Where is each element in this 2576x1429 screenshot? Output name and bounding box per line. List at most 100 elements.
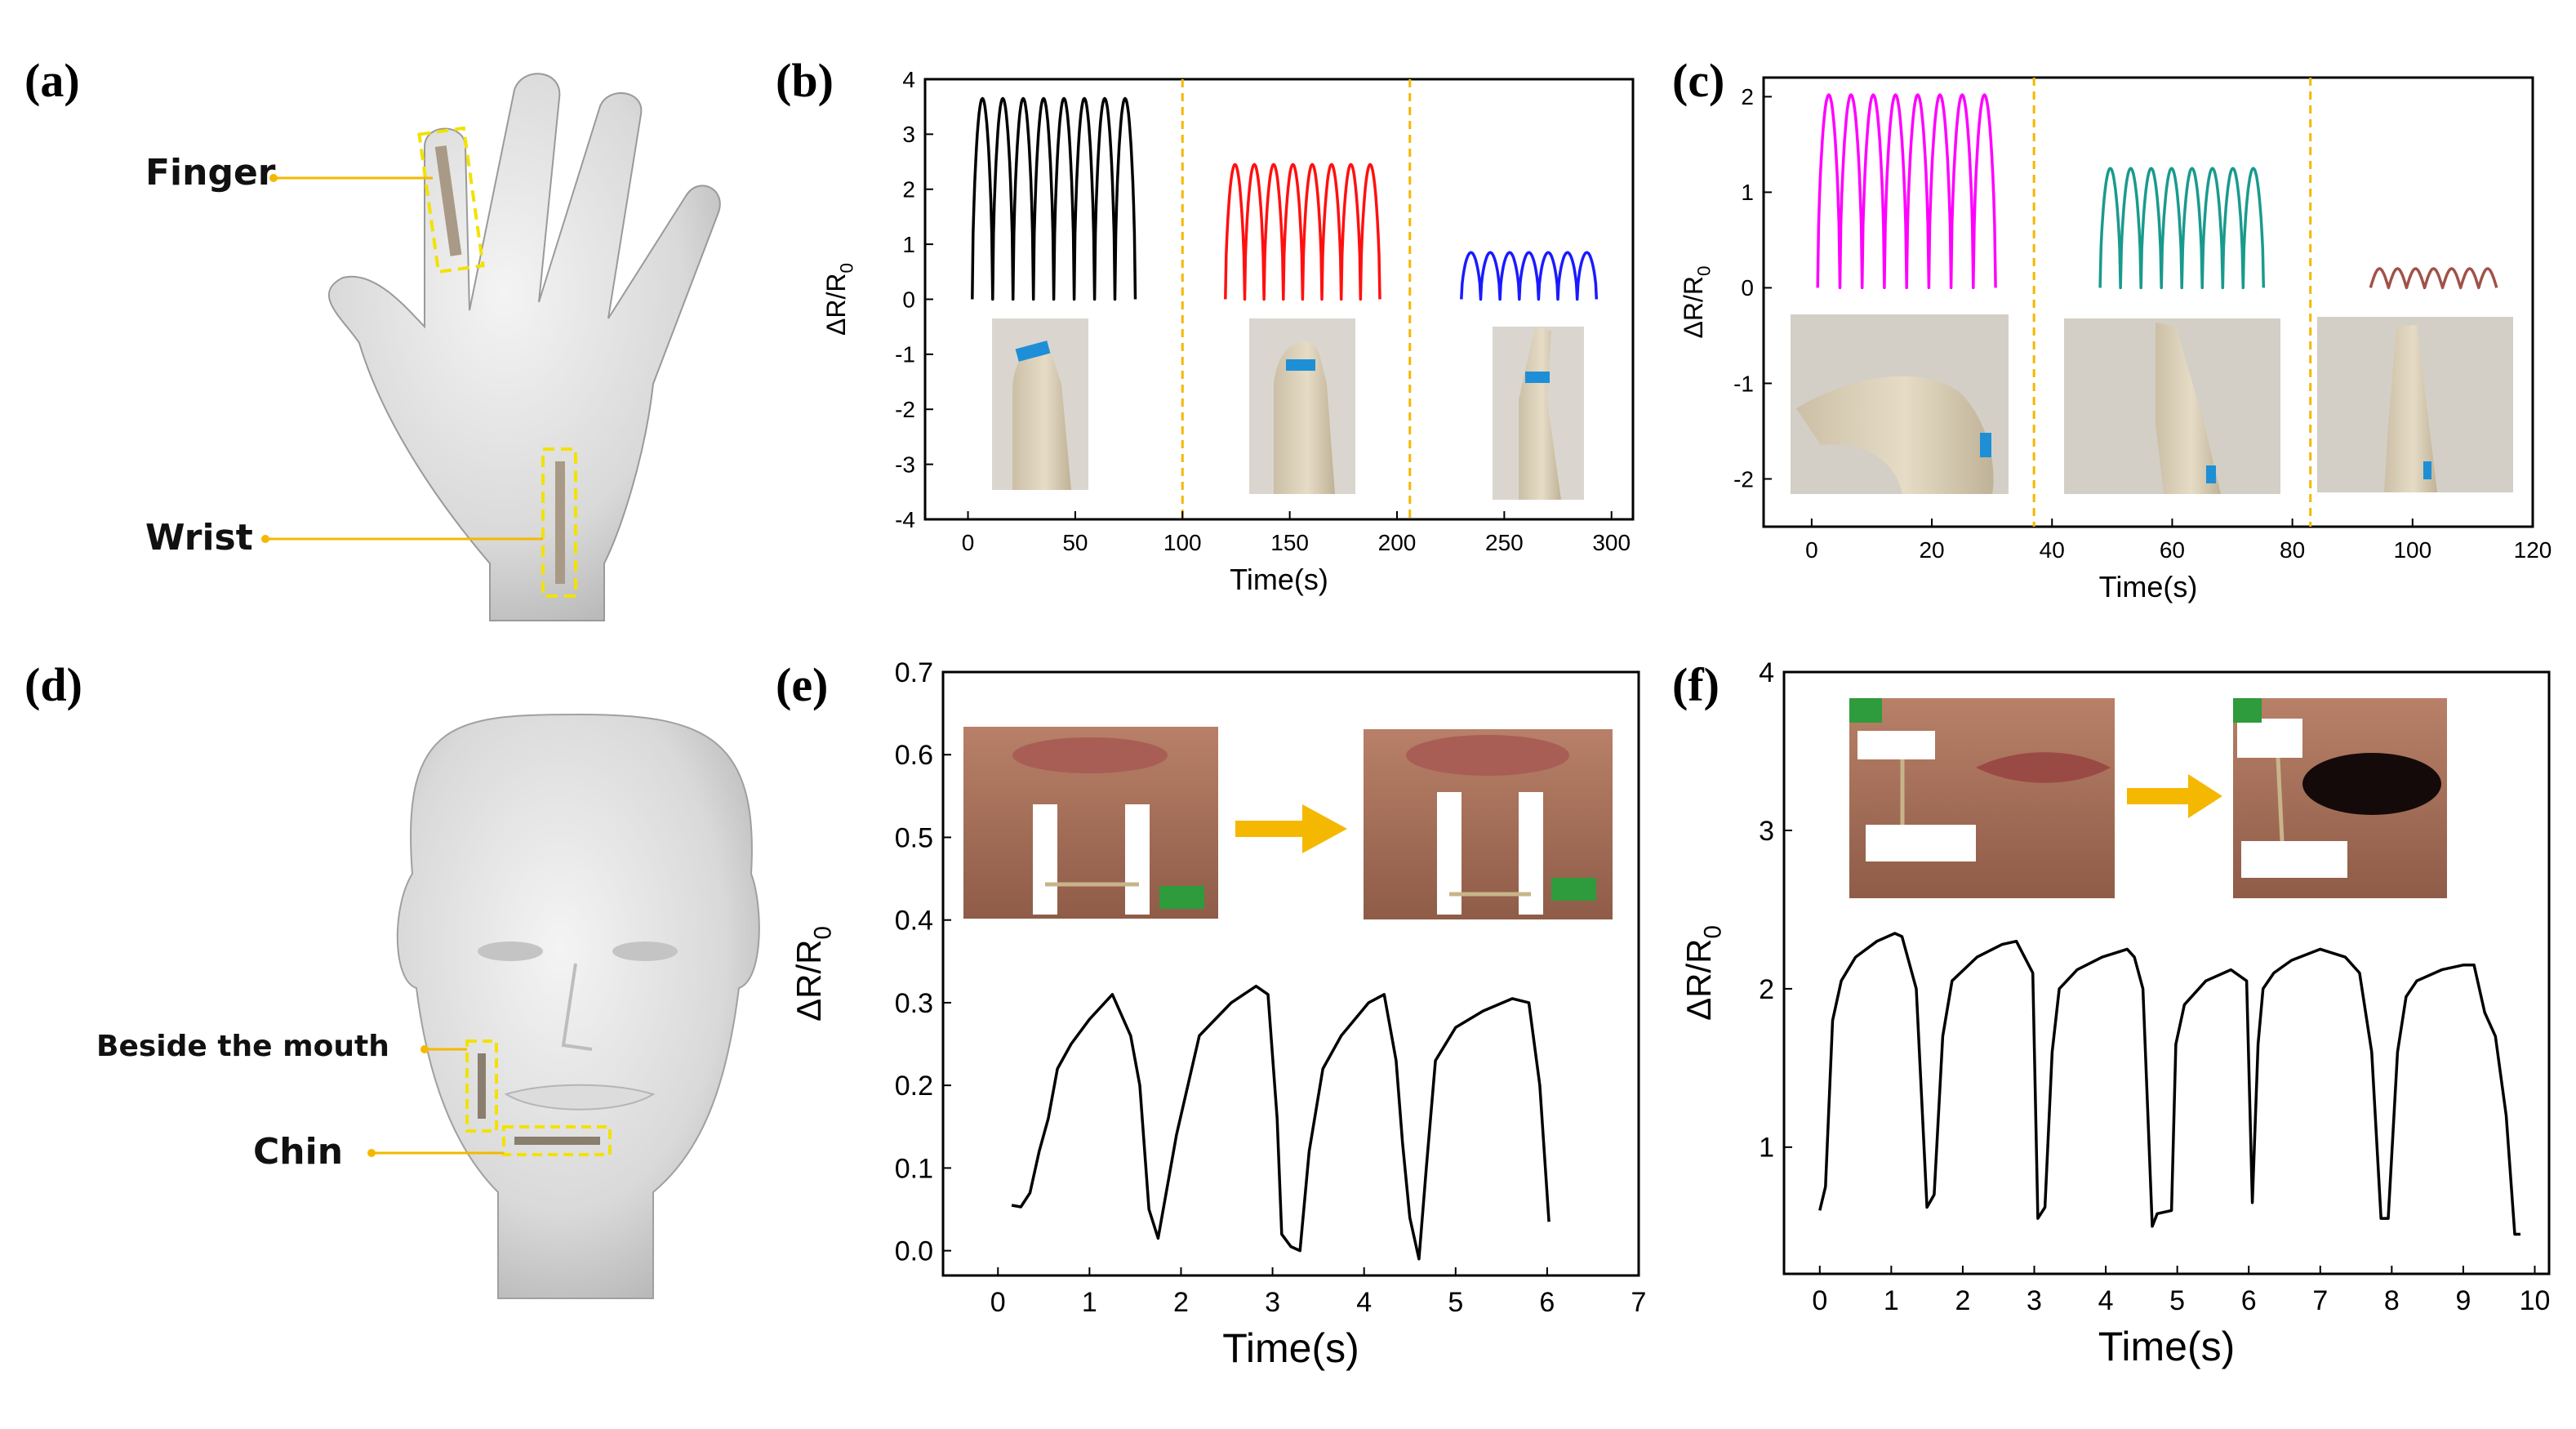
series-line-e-0 <box>1011 984 1550 1261</box>
x-tick-label-f-0: 0 <box>1812 1285 1827 1316</box>
x-tick-label-f-5: 5 <box>2169 1285 2185 1316</box>
x-tick-label-e-4: 4 <box>1356 1287 1372 1318</box>
y-tick-label-e-4: 0.4 <box>895 906 933 937</box>
chin-label: Chin <box>253 1131 343 1173</box>
inset-photo-c1 <box>1791 314 2009 494</box>
y-tick-label-b-6: 2 <box>902 177 915 203</box>
inset-photo-e1 <box>963 727 1218 919</box>
panel-label-f: (f) <box>1672 658 1720 711</box>
y-tick-label-f-3: 4 <box>1759 657 1774 688</box>
y-tick-label-e-1: 0.1 <box>895 1153 933 1184</box>
y-tick-label-f-1: 2 <box>1759 974 1774 1005</box>
y-axis-title-e: ΔR/R0 <box>790 926 837 1022</box>
mouth-pointer-dot <box>420 1045 429 1053</box>
inset-photo-b1 <box>992 318 1088 490</box>
series-line-b-2 <box>1460 251 1599 301</box>
panel-label-c: (c) <box>1672 54 1724 107</box>
x-tick-label-c-6: 120 <box>2514 537 2552 563</box>
y-tick-label-c-1: -1 <box>1733 371 1754 396</box>
y-tick-label-b-7: 3 <box>902 122 915 147</box>
y-axis-title-main-c: ΔR/R <box>1679 276 1708 338</box>
x-tick-label-c-2: 40 <box>2040 537 2065 563</box>
y-axis-title-main-f: ΔR/R <box>1680 938 1718 1020</box>
y-axis-title-main-b: ΔR/R <box>821 273 851 335</box>
x-tick-label-e-7: 7 <box>1631 1287 1647 1318</box>
y-tick-label-b-8: 4 <box>902 67 915 92</box>
head-shape <box>396 713 760 1299</box>
x-tick-label-b-5: 250 <box>1485 530 1524 555</box>
x-tick-label-b-4: 200 <box>1378 530 1417 555</box>
hand-illustration: Finger Wrist <box>145 73 721 621</box>
series-line-c-2 <box>2369 267 2498 290</box>
y-tick-label-b-3: -1 <box>895 342 915 367</box>
y-tick-label-e-7: 0.7 <box>895 657 933 688</box>
right-eye <box>612 942 678 961</box>
plot-frame-e <box>941 670 1640 1277</box>
beside-mouth-label: Beside the mouth <box>96 1030 389 1063</box>
x-axis-title-f: Time(s) <box>2098 1324 2236 1369</box>
series-line-c-0 <box>1816 93 1997 290</box>
x-axis-title-c: Time(s) <box>2099 570 2198 603</box>
x-tick-label-f-1: 1 <box>1884 1285 1899 1316</box>
chin-sensor-box <box>502 1125 612 1156</box>
x-tick-label-e-5: 5 <box>1448 1287 1463 1318</box>
x-axis-title-b: Time(s) <box>1230 563 1328 596</box>
series-line-b-1 <box>1224 162 1381 301</box>
inset-photo-f1 <box>1849 698 2115 898</box>
y-tick-label-c-0: -2 <box>1733 466 1754 492</box>
panel-label-a: (a) <box>24 54 80 107</box>
inset-photo-c2 <box>2064 318 2280 494</box>
inset-photo-f2 <box>2233 698 2447 898</box>
x-tick-label-f-6: 6 <box>2241 1285 2257 1316</box>
y-axis-title-main-e: ΔR/R <box>790 939 828 1021</box>
y-tick-label-b-5: 1 <box>902 232 915 257</box>
wrist-sensor <box>555 461 565 584</box>
x-tick-label-f-2: 2 <box>1955 1285 1970 1316</box>
mouth-sensor <box>478 1053 486 1119</box>
x-tick-label-b-3: 150 <box>1270 530 1309 555</box>
finger-sensor <box>434 145 462 256</box>
inset-photo-b2 <box>1249 318 1355 494</box>
y-tick-label-b-1: -3 <box>895 452 915 477</box>
series-line-c-1 <box>2098 167 2266 290</box>
series-line-f-0 <box>1818 932 2520 1236</box>
y-axis-title-c: ΔR/R0 <box>1679 266 1715 339</box>
x-tick-label-e-2: 2 <box>1173 1287 1189 1318</box>
y-tick-label-e-6: 0.6 <box>895 740 933 771</box>
left-eye <box>478 942 543 961</box>
y-tick-label-e-5: 0.5 <box>895 822 933 853</box>
wrist-label: Wrist <box>145 517 253 559</box>
y-axis-title-sub-f: 0 <box>1700 925 1727 938</box>
hand-shape <box>327 73 721 621</box>
mouth-sensor-box <box>465 1039 498 1133</box>
x-tick-label-b-1: 50 <box>1062 530 1088 555</box>
plot-frame-f <box>1782 670 2551 1275</box>
lips <box>504 1084 656 1111</box>
y-axis-title-sub-e: 0 <box>810 926 837 939</box>
y-axis-title-f: ΔR/R0 <box>1680 925 1727 1021</box>
finger-pointer-dot <box>269 174 278 182</box>
y-tick-label-e-0: 0.0 <box>895 1236 933 1267</box>
y-axis-title-b: ΔR/R0 <box>821 263 857 336</box>
chart-b: 0 50 100 150 200 250 300 -4 -3 -2 -1 0 1 2 3 4 Time(s) ΔR… <box>821 67 1635 596</box>
y-tick-label-f-2: 3 <box>1759 816 1774 847</box>
plot-frame-c <box>1762 76 2534 528</box>
panel-label-b: (b) <box>776 54 834 107</box>
x-tick-label-c-4: 80 <box>2280 537 2305 563</box>
x-tick-label-f-4: 4 <box>2098 1285 2114 1316</box>
finger-label: Finger <box>145 152 276 194</box>
y-axis-title-sub-c: 0 <box>1694 266 1715 276</box>
x-tick-label-e-1: 1 <box>1082 1287 1097 1318</box>
x-tick-label-c-0: 0 <box>1805 537 1818 563</box>
x-tick-label-b-6: 300 <box>1592 530 1631 555</box>
inset-arrow-f <box>2127 774 2222 818</box>
y-axis-title-sub-b: 0 <box>837 263 857 273</box>
y-tick-label-c-3: 1 <box>1741 180 1754 205</box>
x-tick-label-e-0: 0 <box>990 1287 1006 1318</box>
x-tick-label-e-3: 3 <box>1265 1287 1280 1318</box>
y-tick-label-b-4: 0 <box>902 287 915 312</box>
y-tick-label-e-3: 0.3 <box>895 988 933 1019</box>
x-tick-label-f-7: 7 <box>2312 1285 2328 1316</box>
